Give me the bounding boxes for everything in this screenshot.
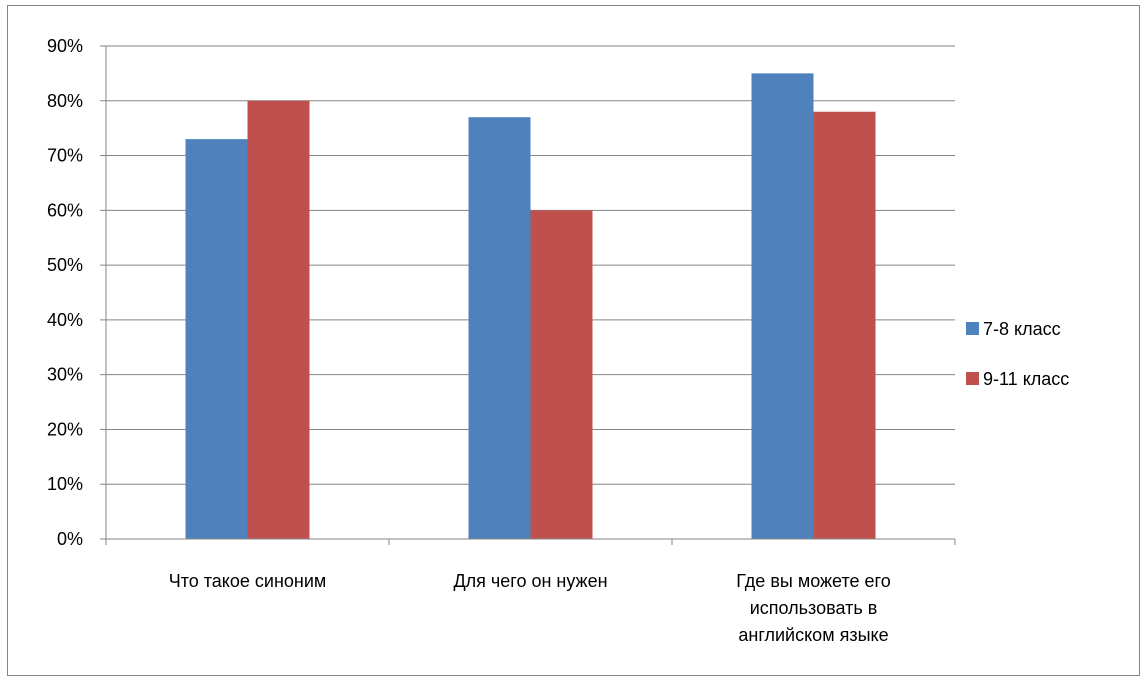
- bar: [185, 139, 248, 539]
- bar: [468, 117, 531, 539]
- bar: [813, 111, 876, 539]
- y-axis-tick-label: 30%: [47, 365, 83, 385]
- y-axis-tick-label: 70%: [47, 146, 83, 166]
- legend: 7-8 класс 9-11 класс: [966, 319, 1069, 389]
- legend-swatch: [966, 372, 979, 385]
- y-axis-tick-label: 40%: [47, 310, 83, 330]
- legend-swatch: [966, 322, 979, 335]
- y-axis-tick-label: 90%: [47, 36, 83, 56]
- x-axis-category-label: Что такое синоним: [169, 571, 327, 591]
- axes: [100, 45, 956, 545]
- y-axis-tick-label: 20%: [47, 419, 83, 439]
- bar: [247, 100, 310, 540]
- legend-label: 9-11 класс: [983, 369, 1069, 389]
- x-axis-category-label: Где вы можете его использовать в английско…: [736, 571, 890, 645]
- bar: [751, 73, 814, 539]
- bars: [185, 73, 876, 540]
- y-axis-tick-label: 80%: [47, 91, 83, 111]
- bar: [530, 210, 593, 540]
- y-axis-tick-label: 60%: [47, 200, 83, 220]
- x-axis-category-labels: Что такое синоним Для чего он нужен Где вы…: [169, 571, 891, 645]
- x-axis-category-label: Для чего он нужен: [453, 571, 607, 591]
- y-axis-tick-label: 0%: [57, 529, 83, 549]
- y-axis-tick-labels: 0% 10% 20% 30% 40% 50% 60% 70% 80% 90%: [47, 36, 83, 549]
- y-axis-tick-label: 10%: [47, 474, 83, 494]
- legend-label: 7-8 класс: [983, 319, 1061, 339]
- y-axis-tick-label: 50%: [47, 255, 83, 275]
